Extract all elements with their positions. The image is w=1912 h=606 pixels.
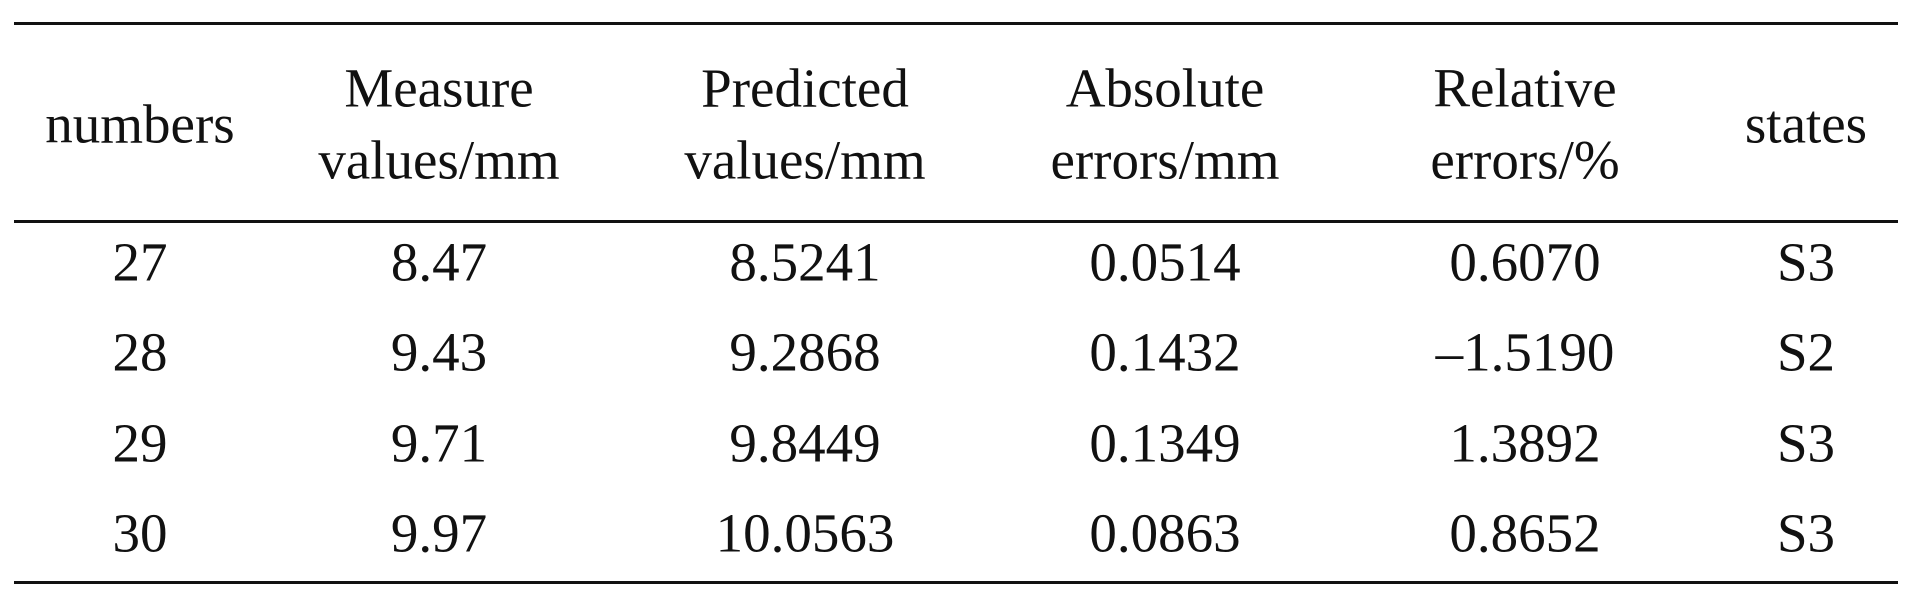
table-cell: 0.6070 (1449, 231, 1601, 293)
table-cell: 30 (112, 502, 168, 564)
header-cell: numbers (45, 93, 235, 155)
table-cell: 9.71 (390, 412, 488, 474)
table-cell: 9.8449 (729, 412, 881, 474)
top-rule (14, 22, 1898, 25)
table-cell: 0.0514 (1089, 231, 1241, 293)
table-cell: 28 (112, 321, 168, 383)
table-cell: 9.97 (390, 502, 488, 564)
table-cell: 0.0863 (1089, 502, 1241, 564)
table-cell: 8.5241 (729, 231, 881, 293)
header-cell: Measure values/mm (318, 57, 560, 191)
header-cell: Predicted values/mm (684, 57, 926, 191)
table-cell: 0.1432 (1089, 321, 1241, 383)
table-cell: S3 (1776, 502, 1836, 564)
table-cell: –1.5190 (1435, 321, 1615, 383)
table-cell: S2 (1776, 321, 1836, 383)
table-cell: 10.0563 (715, 502, 895, 564)
table-cell: 29 (112, 412, 168, 474)
table-cell: 8.47 (390, 231, 488, 293)
header-rule (14, 220, 1898, 223)
table-cell: 0.8652 (1449, 502, 1601, 564)
table-cell: 27 (112, 231, 168, 293)
header-cell: Relative errors/% (1430, 57, 1620, 191)
bottom-rule (14, 581, 1898, 584)
table-cell: 9.43 (390, 321, 488, 383)
table-cell: 0.1349 (1089, 412, 1241, 474)
table-cell: S3 (1776, 412, 1836, 474)
table-cell: 9.2868 (729, 321, 881, 383)
table-cell: 1.3892 (1449, 412, 1601, 474)
header-cell: Absolute errors/mm (1050, 57, 1280, 191)
header-cell: states (1744, 93, 1868, 155)
table-cell: S3 (1776, 231, 1836, 293)
